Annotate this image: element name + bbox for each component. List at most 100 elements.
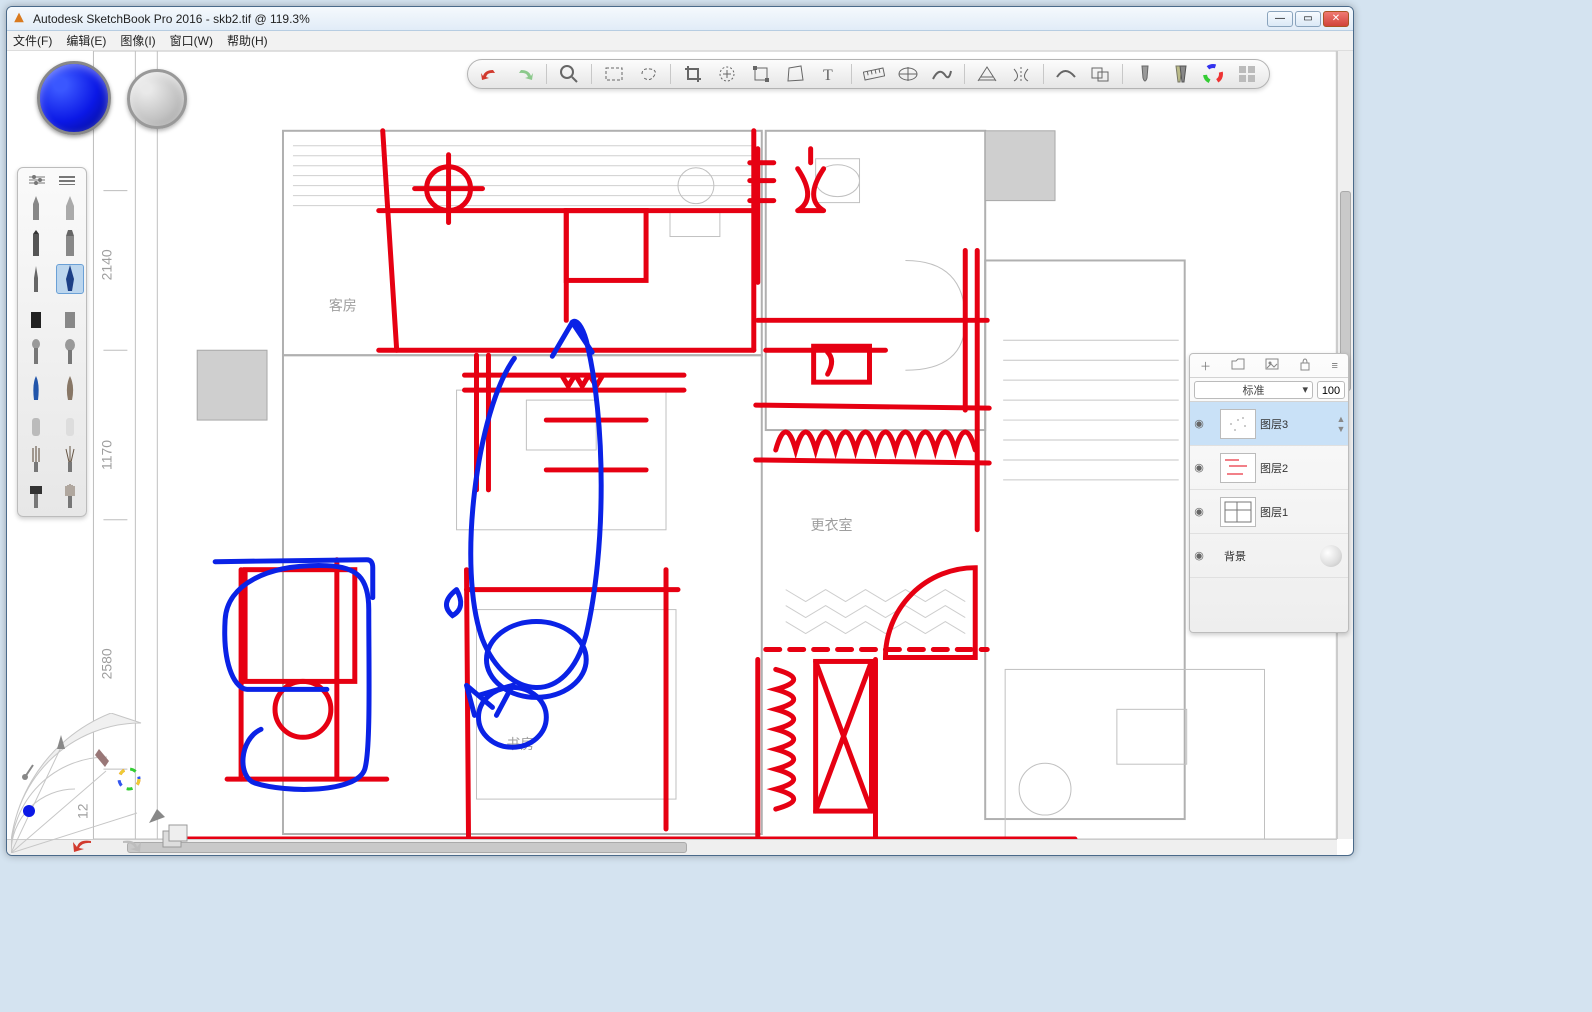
brush-flat-black[interactable] xyxy=(22,300,50,330)
blend-mode-select[interactable]: 标准▾ xyxy=(1194,381,1313,399)
french-curve-icon[interactable] xyxy=(930,62,954,86)
layers-blend-row: 标准▾ 100 xyxy=(1190,378,1348,402)
layer-name: 背景 xyxy=(1224,548,1320,564)
layer-thumb xyxy=(1220,497,1256,527)
brush-library-icon[interactable] xyxy=(1133,62,1157,86)
select-lasso-icon[interactable] xyxy=(636,62,660,86)
brush-airbrush-sm[interactable] xyxy=(22,336,50,366)
redo-button[interactable] xyxy=(512,62,536,86)
menu-image[interactable]: 图像(I) xyxy=(120,32,155,49)
menu-help[interactable]: 帮助(H) xyxy=(227,32,268,49)
brush-texture[interactable] xyxy=(56,480,84,510)
zoom-icon[interactable] xyxy=(557,62,581,86)
layer-opacity-field[interactable]: 100 xyxy=(1317,381,1345,399)
steady-stroke-icon[interactable] xyxy=(1054,62,1078,86)
apps-grid-icon[interactable] xyxy=(1235,62,1259,86)
distort-icon[interactable] xyxy=(783,62,807,86)
toolbar-sep xyxy=(591,64,592,84)
maximize-button[interactable]: ▭ xyxy=(1295,11,1321,27)
menu-window[interactable]: 窗口(W) xyxy=(170,32,213,49)
brush-palette xyxy=(17,167,87,517)
brush-eraser-h[interactable] xyxy=(22,408,50,438)
crop-icon[interactable] xyxy=(681,62,705,86)
window-title: Autodesk SketchBook Pro 2016 - skb2.tif … xyxy=(33,12,1267,26)
text-icon[interactable]: T xyxy=(817,62,841,86)
brush-list-icon[interactable] xyxy=(57,174,77,186)
foreground-color[interactable] xyxy=(37,61,111,135)
layer-handle[interactable]: ▲▼ xyxy=(1334,414,1348,434)
toolbar-sep xyxy=(546,64,547,84)
plan-label-room1: 客房 xyxy=(329,297,357,313)
add-image-icon[interactable] xyxy=(715,62,739,86)
layer-name: 图层2 xyxy=(1260,460,1348,476)
brush-eraser-s[interactable] xyxy=(56,408,84,438)
layer-row[interactable]: ◉ 图层3 ▲▼ xyxy=(1190,402,1348,446)
brush-marker[interactable] xyxy=(22,228,50,258)
color-puck[interactable] xyxy=(29,61,209,141)
layer-thumb xyxy=(1220,453,1256,483)
brush-pen-fine[interactable] xyxy=(22,264,50,294)
close-button[interactable]: ✕ xyxy=(1323,11,1349,27)
undo-button[interactable] xyxy=(478,62,502,86)
toolbar-sep xyxy=(1043,64,1044,84)
layer-list: ◉ 图层3 ▲▼ ◉ 图层2 ◉ 图层1 ◉ 背景 xyxy=(1190,402,1348,632)
plan-label-room2: 更衣室 xyxy=(811,517,853,533)
layer-name: 图层1 xyxy=(1260,504,1348,520)
ruler-label-1: 2140 xyxy=(98,249,114,280)
toolbar-sep xyxy=(851,64,852,84)
brush-pencil-h[interactable] xyxy=(22,192,50,222)
brush-flat-wide[interactable] xyxy=(22,480,50,510)
layer-folder-icon[interactable] xyxy=(1231,358,1245,373)
select-rect-icon[interactable] xyxy=(602,62,626,86)
horizontal-scrollbar[interactable] xyxy=(7,839,1337,855)
layer-row[interactable]: ◉ 图层2 xyxy=(1190,446,1348,490)
brush-pencil-soft[interactable] xyxy=(56,192,84,222)
visibility-icon[interactable]: ◉ xyxy=(1190,417,1208,430)
layer-lock-icon[interactable] xyxy=(1299,357,1311,374)
title-bar[interactable]: Autodesk SketchBook Pro 2016 - skb2.tif … xyxy=(7,7,1353,31)
layer-add-icon[interactable]: ＋ xyxy=(1200,358,1211,374)
brush-bristle[interactable] xyxy=(22,444,50,474)
ruler-label-2: 1170 xyxy=(98,440,114,470)
window-controls: — ▭ ✕ xyxy=(1267,11,1349,27)
layer-image-icon[interactable] xyxy=(1265,358,1279,373)
brush-chisel[interactable] xyxy=(56,228,84,258)
app-icon xyxy=(11,11,27,27)
shapes-icon[interactable] xyxy=(1088,62,1112,86)
hscroll-thumb[interactable] xyxy=(127,842,687,853)
layer-thumb xyxy=(1220,409,1256,439)
menu-file[interactable]: 文件(F) xyxy=(13,32,52,49)
symmetry-icon[interactable] xyxy=(1009,62,1033,86)
lagoon-widget[interactable] xyxy=(11,713,201,853)
brush-flat-gray[interactable] xyxy=(56,300,84,330)
background-color[interactable] xyxy=(127,69,187,129)
brush-airbrush-lg[interactable] xyxy=(56,336,84,366)
ellipse-guide-icon[interactable] xyxy=(896,62,920,86)
menu-edit[interactable]: 编辑(E) xyxy=(66,32,106,49)
ruler-icon[interactable] xyxy=(862,62,886,86)
brush-paint[interactable] xyxy=(22,372,50,402)
brush-smear[interactable] xyxy=(56,372,84,402)
toolbar-sep xyxy=(1122,64,1123,84)
brush-grid xyxy=(22,192,82,510)
visibility-icon[interactable]: ◉ xyxy=(1190,505,1208,518)
layer-menu-icon[interactable]: ≡ xyxy=(1331,360,1337,372)
visibility-icon[interactable]: ◉ xyxy=(1190,461,1208,474)
top-toolbar: T xyxy=(467,59,1270,89)
brush-fan[interactable] xyxy=(56,444,84,474)
layers-panel: ＋ ≡ 标准▾ 100 ◉ 图层3 ▲▼ ◉ 图层2 xyxy=(1189,353,1349,633)
transform-icon[interactable] xyxy=(749,62,773,86)
layer-row[interactable]: ◉ 背景 xyxy=(1190,534,1348,578)
perspective-icon[interactable] xyxy=(975,62,999,86)
brush-settings-icon[interactable] xyxy=(27,174,47,186)
brush-ink-pen[interactable] xyxy=(56,264,84,294)
color-wheel-icon[interactable] xyxy=(1201,62,1225,86)
canvas[interactable]: 2140 1170 2580 12 客房 更衣室 书房 xyxy=(7,51,1337,839)
bg-color-swatch[interactable] xyxy=(1320,545,1342,567)
layer-row[interactable]: ◉ 图层1 xyxy=(1190,490,1348,534)
toolbar-sep xyxy=(670,64,671,84)
minimize-button[interactable]: — xyxy=(1267,11,1293,27)
visibility-icon[interactable]: ◉ xyxy=(1190,549,1208,562)
brush-props-icon[interactable] xyxy=(1167,62,1191,86)
ruler-label-3: 2580 xyxy=(98,648,114,679)
